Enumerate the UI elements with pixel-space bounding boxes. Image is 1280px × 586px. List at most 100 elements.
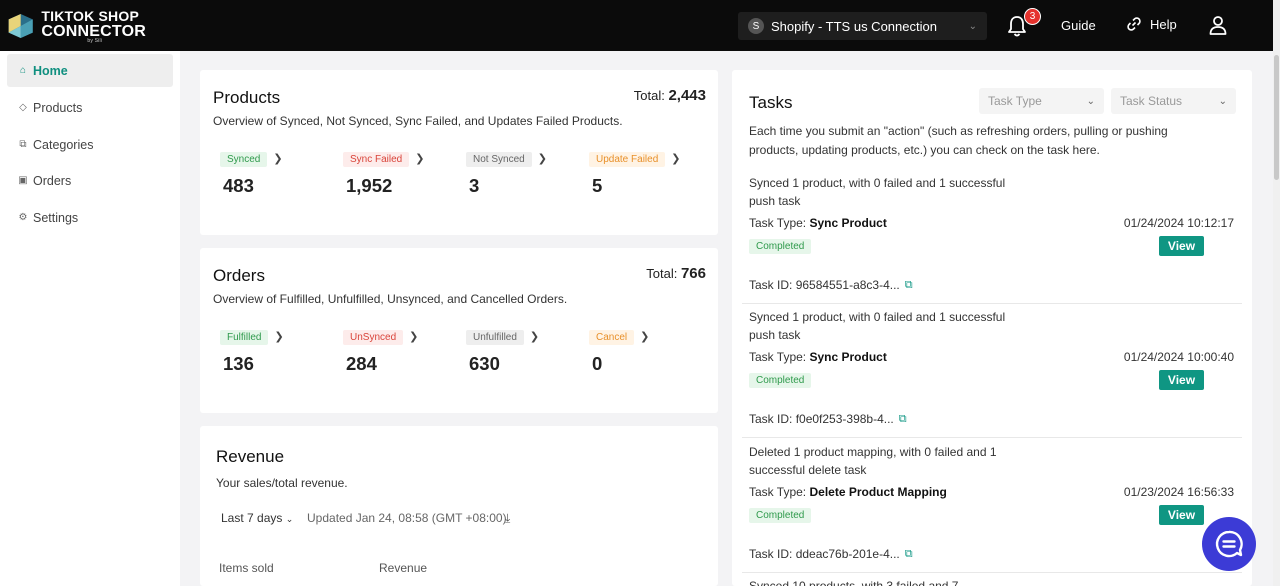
task-date: 01/23/2024 16:56:33	[1123, 485, 1234, 499]
box-icon: ▣	[18, 175, 28, 186]
task-item: Synced 1 product, with 0 failed and 1 su…	[742, 170, 1242, 304]
products-subtitle: Overview of Synced, Not Synced, Sync Fai…	[213, 114, 623, 128]
unfulfilled-count: 630	[469, 353, 500, 374]
scrollbar-thumb[interactable]	[1274, 55, 1279, 180]
cancel-tag: Cancel	[589, 330, 635, 345]
shopify-icon: S	[748, 18, 764, 34]
sync-failed-tag: Sync Failed	[343, 152, 410, 167]
sync-failed-count: 1,952	[346, 175, 393, 196]
task-type: Task Type: Delete Product Mapping	[749, 485, 947, 499]
task-type-select[interactable]: Task Type ⌄	[979, 88, 1104, 114]
user-icon[interactable]	[1208, 15, 1228, 35]
unfulfilled-tag: Unfulfilled	[466, 330, 524, 345]
task-date: 01/24/2024 10:12:17	[1123, 216, 1234, 230]
task-status-select[interactable]: Task Status ⌄	[1111, 88, 1236, 114]
revenue-updated: Updated Jan 24, 08:58 (GMT +08:00)	[307, 511, 507, 525]
orders-total: Total: 766	[646, 265, 706, 282]
orders-subtitle: Overview of Fulfilled, Unfulfilled, Unsy…	[213, 292, 568, 306]
task-date: 01/24/2024 10:00:40	[1123, 350, 1234, 364]
bell-icon[interactable]	[1006, 14, 1028, 38]
revenue-subtitle: Your sales/total revenue.	[216, 476, 348, 490]
task-item: Synced 1 product, with 0 failed and 1 su…	[742, 304, 1242, 438]
synced-count: 483	[223, 175, 254, 196]
tasks-description: Each time you submit an "action" (such a…	[749, 124, 1168, 157]
copy-icon: ⧉	[19, 139, 27, 150]
tag-icon: ◇	[19, 102, 27, 113]
tasks-card	[732, 70, 1252, 586]
status-badge: Completed	[749, 505, 812, 523]
download-icon[interactable]: ⤓	[505, 511, 511, 525]
task-id: Task ID: ddeac76b-201e-4... ⧉	[749, 547, 913, 561]
stat-cancel[interactable]: Cancel ❯ 0	[589, 327, 650, 374]
chat-icon	[1215, 530, 1243, 558]
fulfilled-tag: Fulfilled	[220, 330, 269, 345]
chevron-down-icon: ⌄	[1086, 95, 1095, 107]
app-logo[interactable]: TIKTOK SHOP CONNECTOR by Sili	[6, 6, 146, 46]
not-synced-tag: Not Synced	[466, 152, 532, 167]
stat-synced[interactable]: Synced ❯ 483	[220, 149, 283, 196]
sidebar-item-home[interactable]: ⌂ Home	[7, 54, 173, 87]
task-id: Task ID: 96584551-a8c3-4... ⧉	[749, 278, 913, 292]
notification-badge: 3	[1024, 8, 1041, 25]
stat-unsynced[interactable]: UnSynced ❯ 284	[343, 327, 419, 374]
copy-icon[interactable]: ⧉	[904, 547, 913, 560]
home-icon: ⌂	[19, 65, 27, 76]
task-item-partial: Synced 10 products, with 3 failed and 7	[749, 579, 959, 586]
view-button[interactable]: View	[1159, 505, 1204, 525]
revenue-title: Revenue	[216, 447, 285, 466]
view-button[interactable]: View	[1159, 370, 1204, 390]
unsynced-count: 284	[346, 353, 377, 374]
chat-button[interactable]	[1202, 517, 1256, 571]
task-id: Task ID: f0e0f253-398b-4... ⧉	[749, 412, 907, 426]
orders-title: Orders	[213, 266, 265, 285]
help-link[interactable]: Help	[1126, 16, 1177, 32]
cancel-count: 0	[592, 353, 603, 374]
not-synced-count: 3	[469, 175, 480, 196]
products-total: Total: 2,443	[633, 87, 706, 104]
fulfilled-count: 136	[223, 353, 254, 374]
chevron-right-icon: ❯	[640, 331, 650, 343]
sidebar-item-orders[interactable]: ▣ Orders	[18, 173, 72, 188]
store-selector[interactable]: S Shopify - TTS us Connection ⌄	[738, 12, 987, 40]
chevron-down-icon: ⌄	[1218, 95, 1227, 107]
stat-unfulfilled[interactable]: Unfulfilled ❯ 630	[466, 327, 540, 374]
guide-link[interactable]: Guide	[1061, 18, 1096, 33]
chevron-down-icon: ⌄	[285, 514, 294, 524]
chevron-right-icon: ❯	[274, 331, 284, 343]
chevron-right-icon: ❯	[537, 153, 547, 165]
logo-mark-icon	[8, 13, 33, 39]
top-header: TIKTOK SHOP CONNECTOR by Sili S Shopify …	[0, 0, 1273, 51]
gear-icon: ⚙	[18, 212, 28, 223]
items-sold-header: Items sold	[219, 561, 274, 575]
sidebar: ⌂ Home ◇ Products ⧉ Categories ▣ Orders …	[0, 51, 180, 586]
tasks-title: Tasks	[749, 93, 793, 112]
chevron-right-icon: ❯	[409, 331, 419, 343]
task-type: Task Type: Sync Product	[749, 216, 887, 230]
sidebar-item-settings[interactable]: ⚙ Settings	[18, 210, 79, 225]
stat-sync-failed[interactable]: Sync Failed ❯ 1,952	[343, 149, 425, 196]
status-badge: Completed	[749, 370, 812, 388]
task-type: Task Type: Sync Product	[749, 350, 887, 364]
link-icon	[1127, 17, 1141, 31]
chevron-right-icon: ❯	[529, 331, 540, 343]
logo-text: TIKTOK SHOP CONNECTOR by Sili	[41, 7, 146, 44]
page-scrollbar[interactable]	[1273, 0, 1280, 586]
update-failed-tag: Update Failed	[589, 152, 666, 167]
update-failed-count: 5	[592, 175, 603, 196]
copy-icon[interactable]: ⧉	[898, 412, 907, 425]
copy-icon[interactable]: ⧉	[904, 278, 913, 291]
sidebar-item-products[interactable]: ◇ Products	[7, 91, 173, 124]
sidebar-item-categories[interactable]: ⧉ Categories	[7, 128, 173, 161]
store-name: Shopify - TTS us Connection	[771, 18, 937, 34]
synced-tag: Synced	[220, 152, 268, 167]
stat-not-synced[interactable]: Not Synced ❯ 3	[466, 149, 547, 196]
chevron-right-icon: ❯	[415, 153, 425, 165]
chevron-right-icon: ❯	[671, 153, 681, 165]
chevron-right-icon: ❯	[273, 153, 283, 165]
stat-update-failed[interactable]: Update Failed ❯ 5	[589, 149, 681, 196]
date-range-select[interactable]: Last 7 days ⌄	[221, 511, 294, 525]
stat-fulfilled[interactable]: Fulfilled ❯ 136	[220, 327, 284, 374]
chevron-down-icon: ⌄	[968, 20, 977, 32]
revenue-card	[200, 426, 718, 586]
view-button[interactable]: View	[1159, 236, 1204, 256]
